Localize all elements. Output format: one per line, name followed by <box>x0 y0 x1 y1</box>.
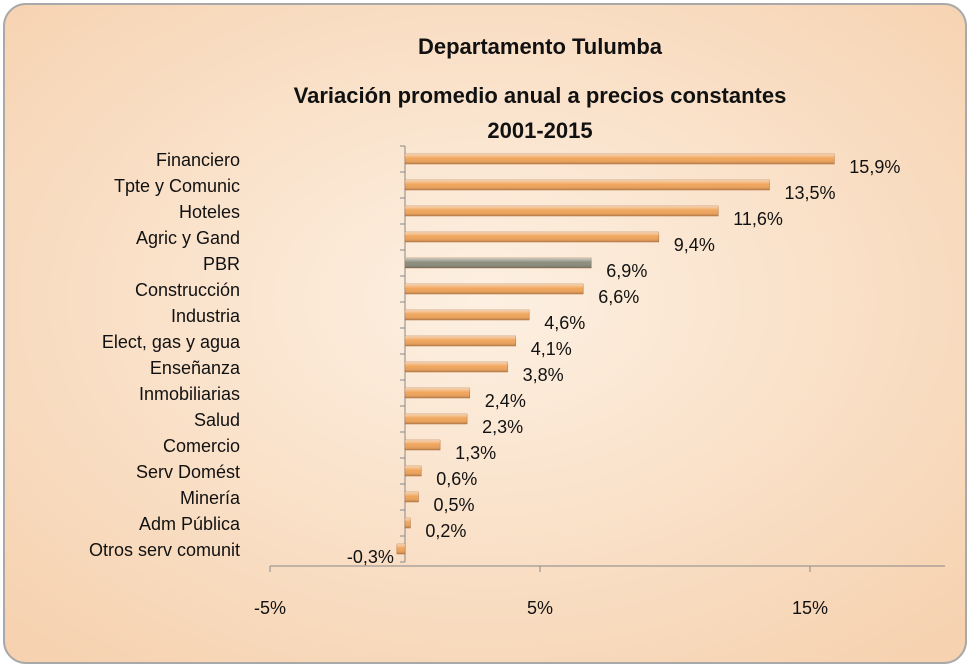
x-tick-label: -5% <box>254 598 286 618</box>
bar-shine <box>405 206 719 216</box>
y-tick-label: Construcción <box>135 280 240 300</box>
y-tick-label: Adm Pública <box>139 514 241 534</box>
bar-shine <box>405 284 584 294</box>
value-label: 4,6% <box>544 313 585 333</box>
y-tick-label: Hoteles <box>179 202 240 222</box>
bar-shine <box>405 362 508 372</box>
y-tick-label: Elect, gas y agua <box>102 332 241 352</box>
y-tick-label: Minería <box>180 488 241 508</box>
bar-shine <box>405 492 419 502</box>
value-label: 2,4% <box>485 391 526 411</box>
y-tick-label: Salud <box>194 410 240 430</box>
bar-shine <box>405 440 441 450</box>
bar-shine <box>405 258 592 268</box>
bar-shine <box>405 518 411 528</box>
value-label: 6,6% <box>598 287 639 307</box>
y-tick-label: Comercio <box>163 436 240 456</box>
bar-shine <box>405 180 770 190</box>
chart-panel <box>3 3 967 664</box>
bar-shine <box>396 544 405 554</box>
x-tick-label: 5% <box>527 598 553 618</box>
value-label: 1,3% <box>455 443 496 463</box>
y-tick-label: Financiero <box>156 150 240 170</box>
value-label: 13,5% <box>785 183 836 203</box>
value-label: 3,8% <box>523 365 564 385</box>
bar-shine <box>405 154 835 164</box>
value-label: 9,4% <box>674 235 715 255</box>
bar-shine <box>405 310 530 320</box>
y-tick-label: Tpte y Comunic <box>114 176 240 196</box>
value-label: 0,5% <box>434 495 475 515</box>
value-label: 11,6% <box>733 209 783 229</box>
value-label: 0,2% <box>425 521 466 541</box>
value-label: 4,1% <box>531 339 572 359</box>
y-tick-label: Agric y Gand <box>136 228 240 248</box>
bar-shine <box>405 336 516 346</box>
bar-shine <box>405 466 422 476</box>
value-label: -0,3% <box>347 547 394 567</box>
y-tick-label: PBR <box>203 254 240 274</box>
bar-shine <box>405 388 470 398</box>
y-tick-label: Industria <box>171 306 241 326</box>
y-tick-label: Inmobiliarias <box>139 384 240 404</box>
y-tick-label: Otros serv comunit <box>89 540 240 560</box>
value-label: 6,9% <box>606 261 647 281</box>
bar-shine <box>405 414 468 424</box>
chart-title: 2001-2015 <box>487 118 592 143</box>
y-tick-label: Serv Domést <box>136 462 240 482</box>
bar-shine <box>405 232 659 242</box>
value-label: 0,6% <box>436 469 477 489</box>
value-label: 15,9% <box>849 157 900 177</box>
y-tick-label: Enseñanza <box>150 358 241 378</box>
value-label: 2,3% <box>482 417 523 437</box>
chart-title: Variación promedio anual a precios const… <box>294 83 787 108</box>
x-tick-label: 15% <box>792 598 828 618</box>
chart-title: Departamento Tulumba <box>418 34 663 59</box>
